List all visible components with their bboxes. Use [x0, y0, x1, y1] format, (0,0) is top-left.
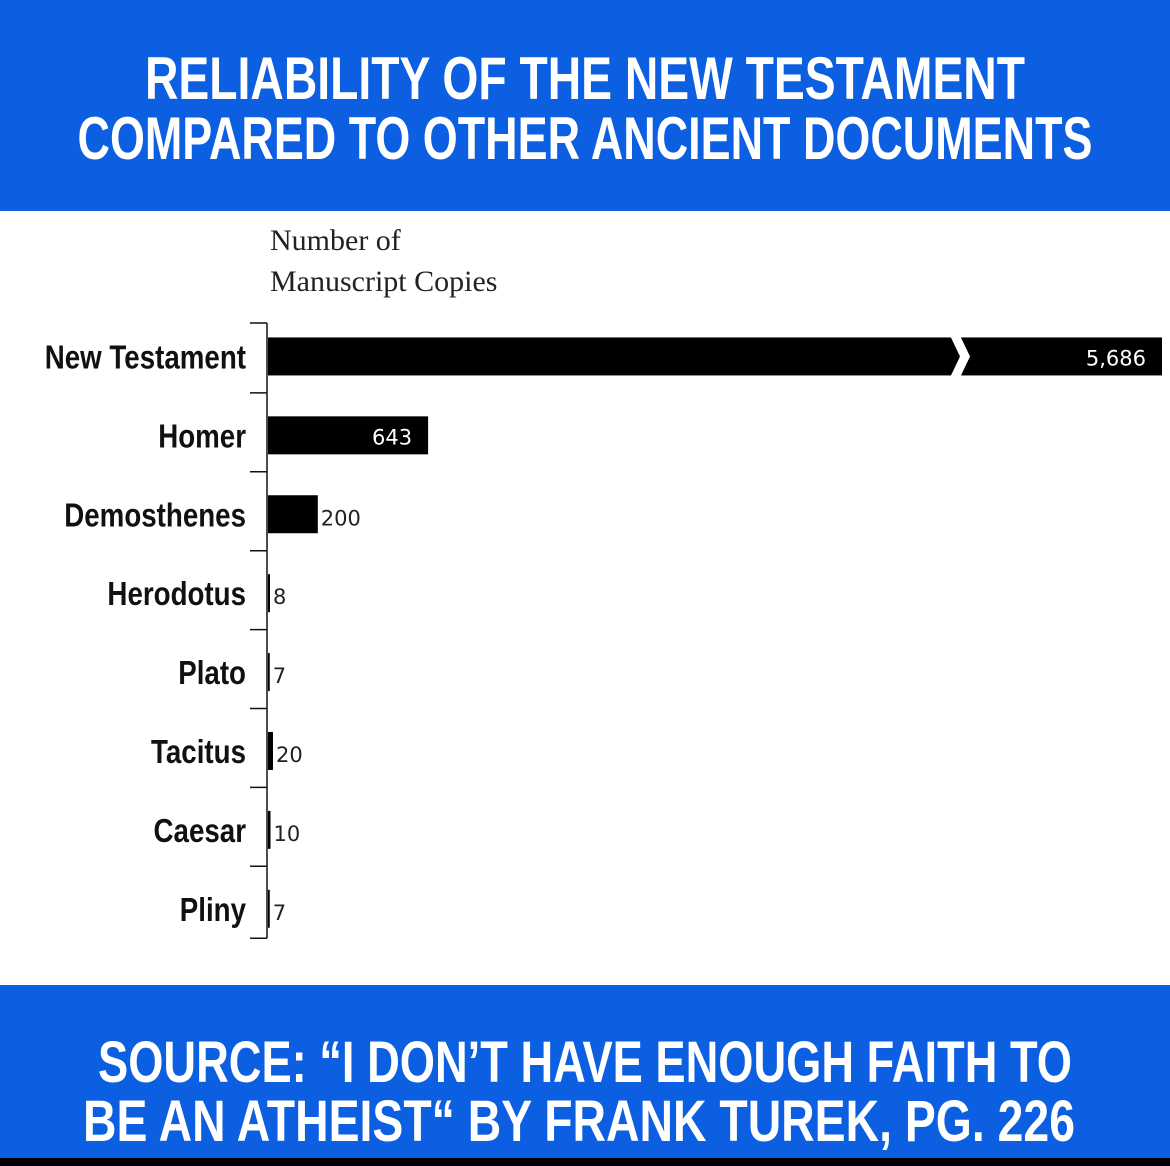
value-label: 7 — [273, 664, 286, 688]
value-label: 20 — [276, 743, 303, 767]
value-label: 643 — [372, 425, 412, 449]
value-label: 7 — [273, 901, 286, 925]
chart-title: COMPARED TO OTHER ANCIENT DOCUMENTS — [78, 105, 1093, 172]
source-band — [0, 985, 1170, 1160]
category-label: Tacitus — [151, 734, 246, 771]
category-label-group: Herodotus — [107, 576, 246, 613]
source-note: SOURCE: “I DON’T HAVE ENOUGH FAITH TO — [98, 1030, 1072, 1095]
axis-break — [950, 335, 970, 378]
category-label-group: Caesar — [154, 813, 247, 850]
bar — [268, 574, 270, 613]
value-label: 5,686 — [1086, 346, 1146, 370]
category-label-group: Pliny — [180, 892, 246, 929]
axis-title: Manuscript Copies — [270, 265, 497, 298]
category-label-group: Homer — [158, 418, 246, 455]
category-label: Demosthenes — [64, 497, 246, 534]
category-label-group: Demosthenes — [64, 497, 246, 534]
category-label: Plato — [178, 655, 246, 692]
category-label-group: Plato — [178, 655, 246, 692]
bar — [268, 653, 270, 692]
value-label: 200 — [321, 506, 361, 530]
category-label-group: New Testament — [45, 339, 246, 376]
category-label-group: Tacitus — [151, 734, 246, 771]
bar — [268, 889, 270, 928]
title-band — [0, 0, 1170, 211]
chart-title: RELIABILITY OF THE NEW TESTAMENT — [145, 45, 1025, 112]
bar — [268, 337, 1162, 376]
category-label: Herodotus — [107, 576, 246, 613]
value-label: 10 — [273, 822, 300, 846]
source-note: BE AN ATHEIST“ BY FRANK TUREK, PG. 226 — [83, 1089, 1075, 1154]
category-label: New Testament — [45, 339, 246, 376]
bar — [268, 416, 429, 455]
category-label: Pliny — [180, 892, 246, 929]
category-label: Homer — [158, 418, 246, 455]
category-label: Caesar — [154, 813, 247, 850]
bar — [268, 731, 273, 770]
bar — [268, 495, 318, 534]
bottom-strip — [0, 1158, 1170, 1166]
value-label: 8 — [273, 585, 286, 609]
bar — [268, 810, 271, 849]
axis-title: Number of — [270, 224, 401, 257]
